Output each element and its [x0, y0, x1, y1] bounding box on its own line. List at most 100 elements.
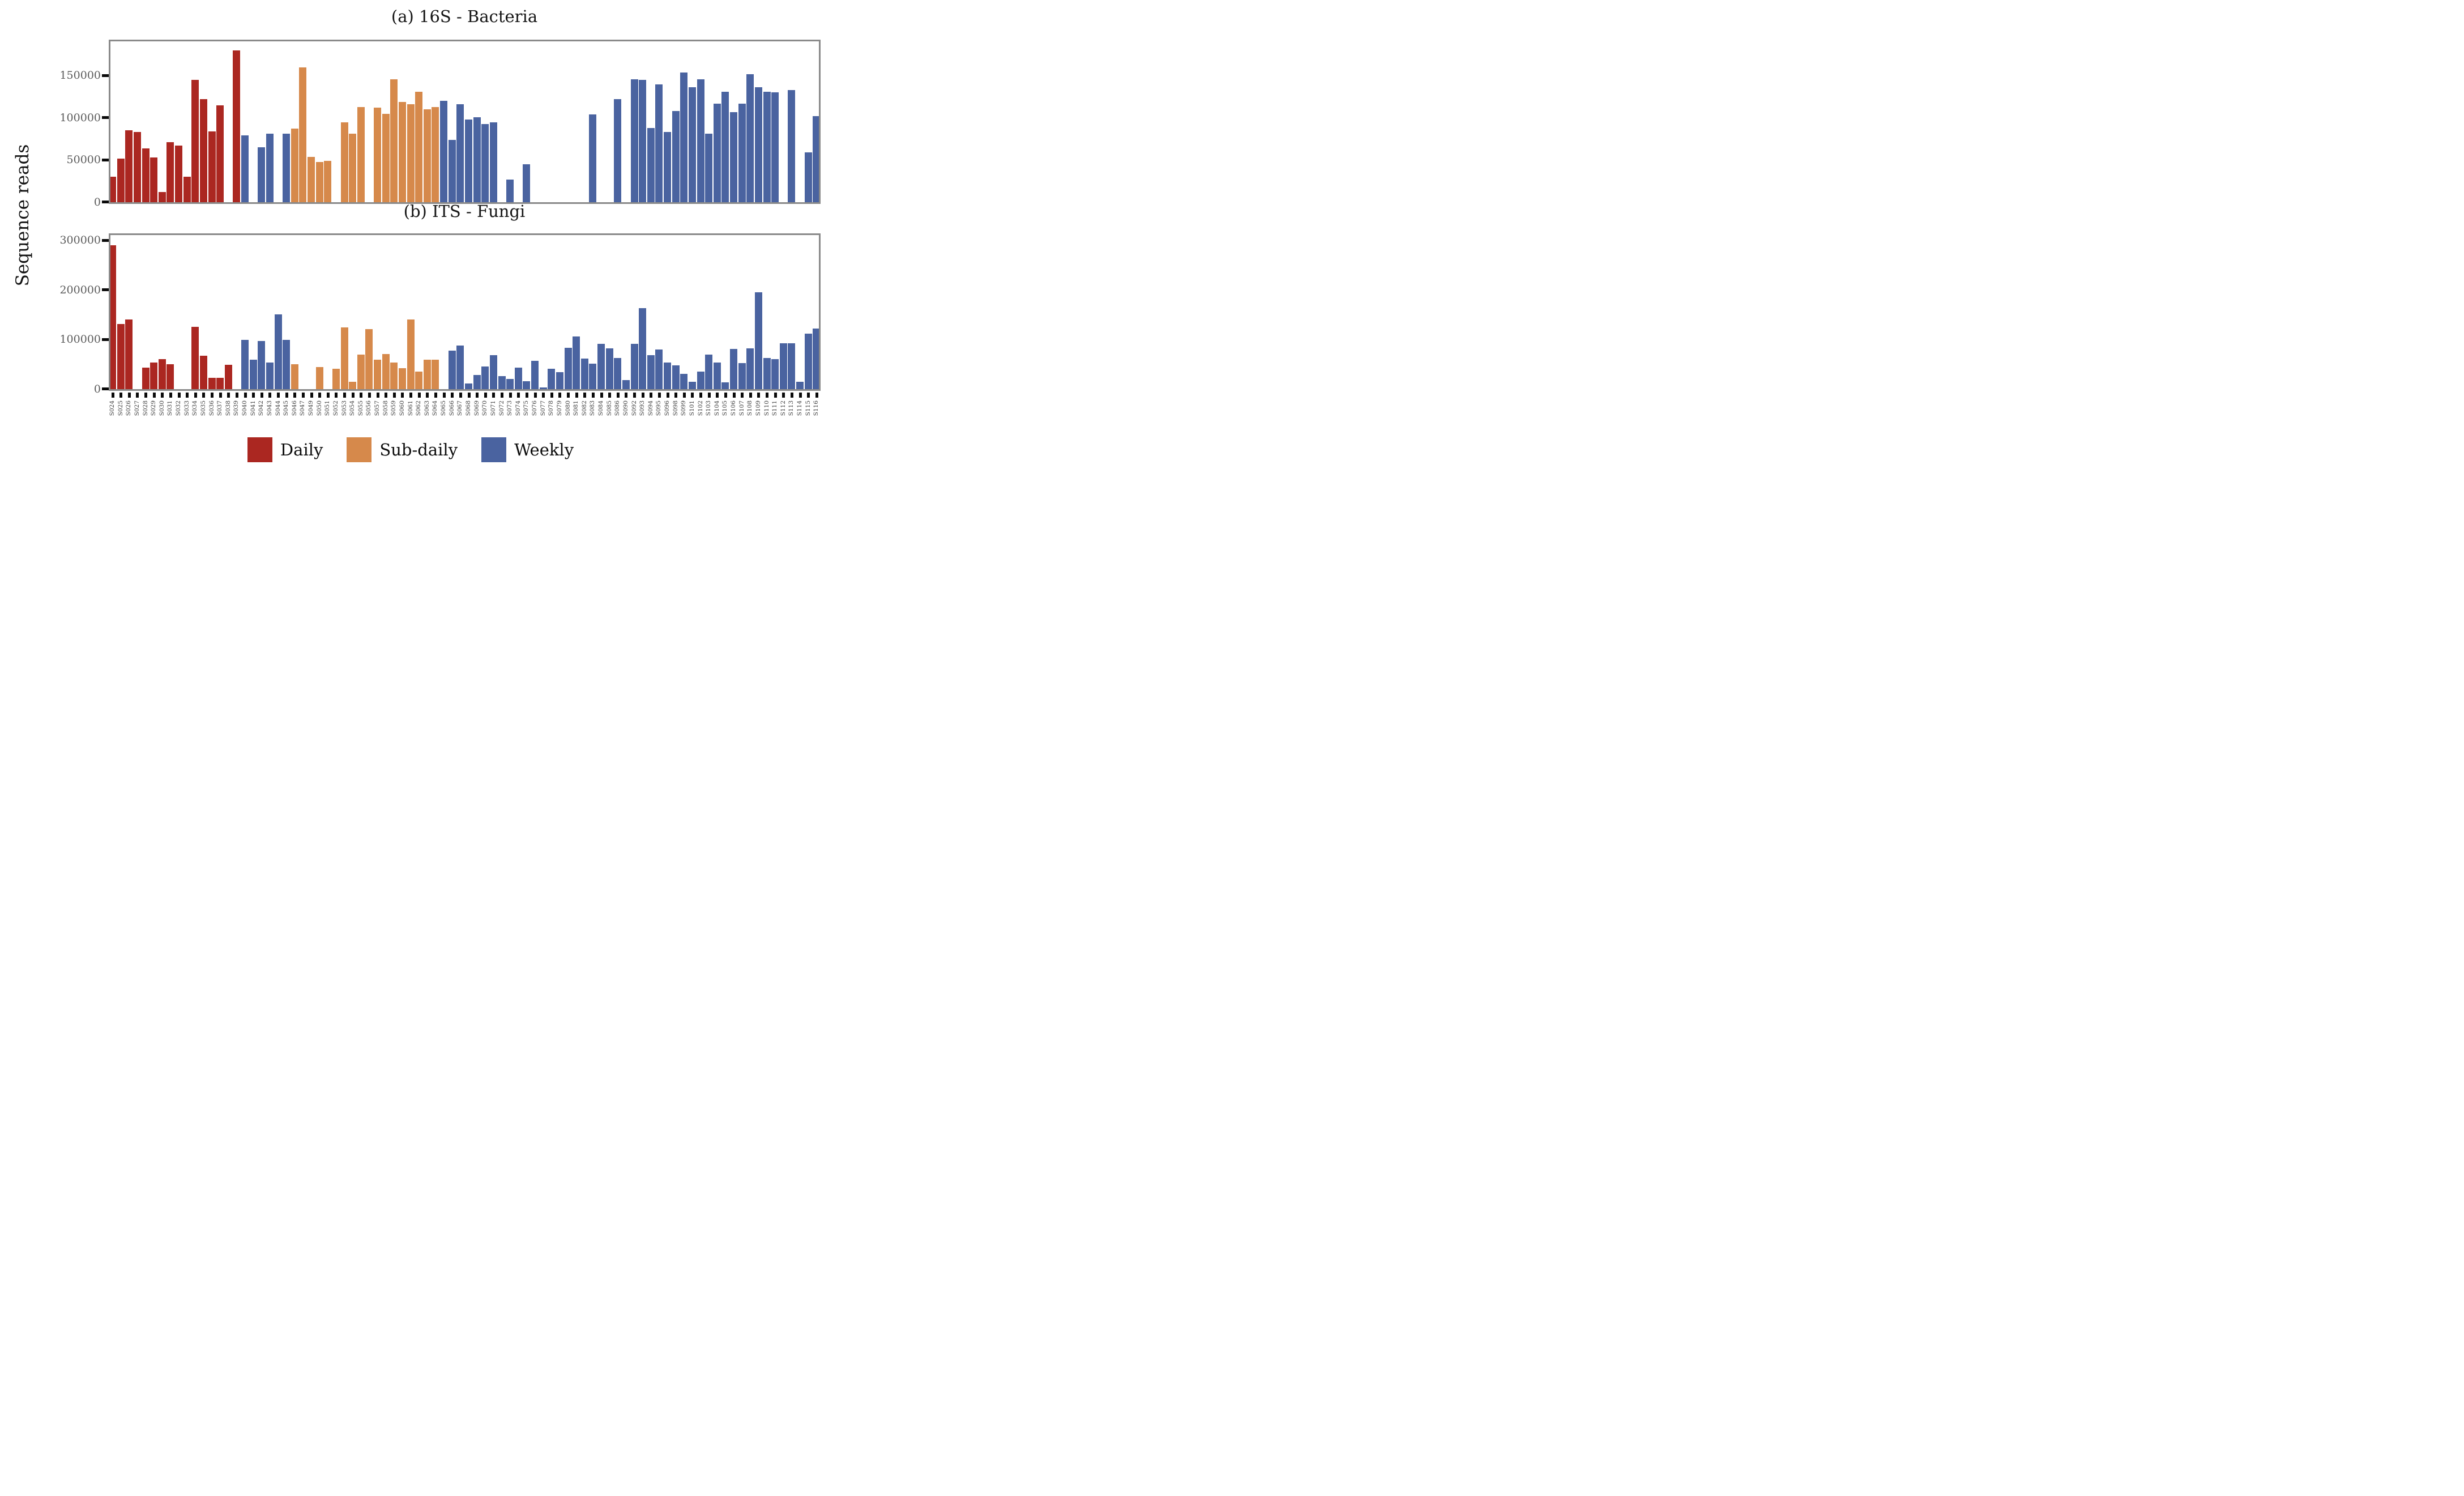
bar-S068-b — [465, 383, 472, 389]
bar-S116-a — [813, 116, 819, 202]
bar-S067-b — [456, 346, 464, 389]
bar-S061-b — [407, 319, 415, 389]
x-tick-mark — [492, 393, 496, 398]
bar-S067-a — [456, 104, 464, 202]
x-tick-label: S094 — [647, 400, 654, 416]
x-tick-label: S103 — [705, 400, 712, 416]
x-tick-mark — [476, 393, 479, 398]
bar-S095-b — [655, 350, 663, 389]
x-tick-label: S057 — [374, 400, 381, 416]
x-tick-label: S112 — [779, 400, 787, 416]
bar-S073-b — [506, 378, 514, 389]
panel-b-plot — [109, 233, 821, 391]
bar-S052-b — [332, 369, 340, 389]
x-tick-mark — [691, 393, 694, 398]
bar-S035-b — [199, 355, 207, 389]
bar-S040-a — [241, 135, 249, 202]
bar-S033-a — [183, 177, 191, 202]
x-tick-mark — [732, 393, 736, 398]
x-tick-label: S035 — [199, 400, 207, 416]
x-tick-mark — [343, 393, 347, 398]
bar-S075-a — [523, 164, 531, 202]
bar-S046-b — [291, 364, 298, 389]
bar-S071-b — [489, 355, 497, 389]
bar-S113-a — [788, 89, 796, 202]
legend-label-subdaily: Sub-daily — [379, 440, 458, 459]
y-tick-label: 200000 — [59, 283, 101, 296]
x-tick-mark — [459, 393, 462, 398]
x-tick-mark — [194, 393, 197, 398]
y-tick-label: 0 — [93, 195, 101, 208]
bar-S109-a — [754, 87, 762, 202]
bar-S034-b — [191, 326, 199, 389]
x-tick-label: S111 — [771, 400, 779, 416]
x-tick-label: S113 — [788, 400, 795, 416]
bar-S069-b — [473, 374, 481, 389]
bar-S037-b — [216, 377, 224, 389]
bar-S094-b — [647, 355, 655, 389]
bar-S114-b — [796, 381, 804, 389]
bar-S057-b — [374, 359, 382, 389]
x-tick-mark — [442, 393, 446, 398]
x-tick-mark — [699, 393, 703, 398]
bar-S084-b — [597, 344, 605, 389]
bar-S095-a — [655, 84, 663, 202]
legend-label-daily: Daily — [280, 440, 323, 459]
x-tick-mark — [409, 393, 413, 398]
bar-S111-b — [771, 359, 779, 389]
bar-S032-a — [175, 146, 183, 202]
x-tick-label: S038 — [224, 400, 232, 416]
bar-S036-a — [208, 131, 216, 202]
x-tick-mark — [782, 393, 785, 398]
x-tick-label: S095 — [655, 400, 663, 416]
x-tick-mark — [575, 393, 578, 398]
y-tick-label: 100000 — [59, 333, 101, 346]
x-tick-mark — [111, 393, 114, 398]
legend-swatch-weekly — [481, 437, 507, 462]
bar-S116-b — [813, 329, 819, 389]
bar-S026-b — [125, 319, 133, 389]
x-tick-label: S080 — [564, 400, 571, 416]
x-tick-label: S045 — [283, 400, 290, 416]
bar-S077-b — [539, 387, 547, 389]
x-tick-label: S098 — [672, 400, 679, 416]
x-tick-label: S107 — [738, 400, 745, 416]
bar-S055-a — [357, 106, 365, 202]
x-tick-label: S084 — [597, 400, 605, 416]
x-tick-mark — [136, 393, 139, 398]
bar-S090-b — [622, 380, 630, 389]
x-tick-label: S024 — [109, 400, 116, 416]
x-tick-label: S031 — [166, 400, 174, 416]
bar-S107-a — [738, 103, 746, 202]
bar-S082-b — [580, 358, 588, 389]
bar-S040-b — [241, 339, 249, 389]
legend-label-weekly: Weekly — [514, 440, 574, 459]
x-tick-mark — [376, 393, 379, 398]
bar-S037-a — [216, 105, 224, 202]
x-tick-label: S063 — [423, 400, 430, 416]
x-tick-label: S081 — [573, 400, 580, 416]
legend: Daily Sub-daily Weekly — [0, 437, 821, 462]
y-tick-mark — [102, 338, 109, 341]
bar-S104-a — [713, 103, 721, 202]
bar-S109-b — [754, 292, 762, 389]
x-tick-mark — [666, 393, 669, 398]
bar-S092-b — [630, 343, 638, 389]
y-tick-label: 100000 — [59, 111, 101, 124]
x-tick-mark — [484, 393, 487, 398]
bar-S068-a — [465, 120, 472, 202]
x-tick-mark — [608, 393, 612, 398]
x-tick-label: S053 — [340, 400, 348, 416]
x-tick-label: S101 — [688, 400, 695, 416]
x-tick-mark — [525, 393, 528, 398]
bar-S025-a — [117, 158, 125, 202]
panel-b-bars-area — [110, 235, 819, 389]
x-tick-mark — [252, 393, 255, 398]
x-tick-label: S076 — [531, 400, 539, 416]
bar-S050-a — [315, 161, 323, 202]
bar-S031-a — [166, 142, 174, 202]
bar-S047-a — [299, 67, 307, 202]
bar-S063-a — [423, 109, 431, 202]
bar-S106-a — [730, 112, 738, 202]
y-tick-mark — [102, 158, 109, 161]
